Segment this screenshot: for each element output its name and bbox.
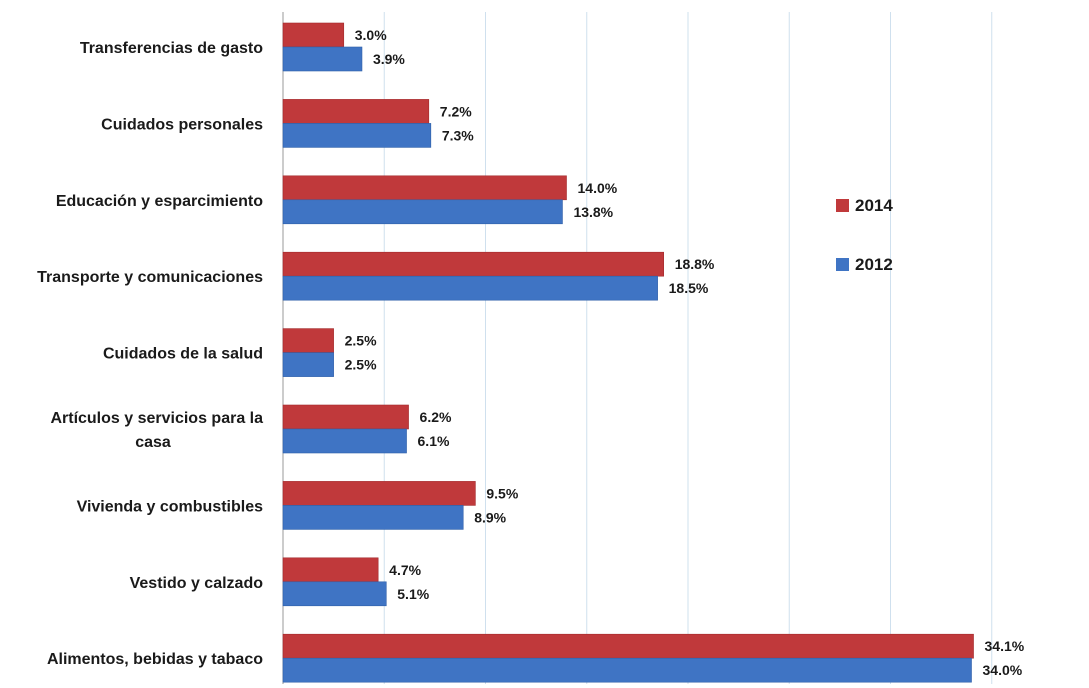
value-label-2012-0: 3.9% [373,51,405,67]
bar-2014-3 [282,251,665,277]
bar-2014-0 [282,22,345,48]
value-label-2012-4: 2.5% [345,357,377,373]
bar-2014-1 [282,99,430,124]
value-labels: 3.0% 3.9% 7.2% 7.3% 14.0% 13.8% 18.8% 18.5% 2.5%… [345,27,1025,678]
bar-2014-7 [282,557,379,583]
bar-2012-2 [282,199,563,225]
category-label-0: Transferencias de gasto [80,40,263,57]
value-label-2012-1: 7.3% [442,127,474,143]
category-label-5: Artículos y servicios para la [50,410,263,427]
value-label-2014-2: 14.0% [578,180,618,196]
bar-2014-2 [282,175,567,201]
bar-2014-8 [282,633,974,659]
value-label-2014-8: 34.1% [985,638,1025,654]
bar-2012-3 [282,275,658,301]
category-label-4: Cuidados de la salud [103,346,263,363]
category-label-7: Vestido y calzado [130,575,264,592]
value-label-2014-3: 18.8% [675,256,715,272]
legend: 2014 2012 [836,196,893,274]
bars [282,22,974,683]
value-label-2014-6: 9.5% [486,485,518,501]
category-labels: Transferencias de gasto Cuidados personal… [37,40,263,668]
legend-label-2014: 2014 [855,196,893,215]
value-label-2014-1: 7.2% [440,103,472,119]
value-label-2014-5: 6.2% [420,409,452,425]
bar-2012-8 [282,657,972,683]
bar-2012-6 [282,505,464,530]
bar-2014-6 [282,481,476,506]
bar-2012-5 [282,428,407,454]
value-label-2012-3: 18.5% [669,280,709,296]
bar-2012-1 [282,123,432,148]
value-label-2012-7: 5.1% [397,586,429,602]
value-label-2012-6: 8.9% [474,509,506,525]
bar-2014-5 [282,404,409,430]
legend-swatch-2012 [836,258,849,271]
value-label-2014-0: 3.0% [355,27,387,43]
category-label-1: Cuidados personales [101,116,263,133]
category-label-2: Educación y esparcimiento [56,193,263,210]
value-label-2012-2: 13.8% [573,204,613,220]
category-label-5-line2: casa [135,434,171,451]
legend-swatch-2014 [836,199,849,212]
bar-2012-7 [282,581,387,607]
bar-2012-0 [282,46,363,72]
category-label-3: Transporte y comunicaciones [37,269,263,286]
gridlines [282,12,993,684]
legend-label-2012: 2012 [855,255,893,274]
category-label-8: Alimentos, bebidas y tabaco [47,651,263,668]
bar-2012-4 [282,352,334,377]
category-label-6: Vivienda y combustibles [77,498,264,515]
value-label-2012-5: 6.1% [418,433,450,449]
value-label-2014-4: 2.5% [345,333,377,349]
value-label-2014-7: 4.7% [389,562,421,578]
bar-2014-4 [282,328,334,353]
value-label-2012-8: 34.0% [983,662,1023,678]
